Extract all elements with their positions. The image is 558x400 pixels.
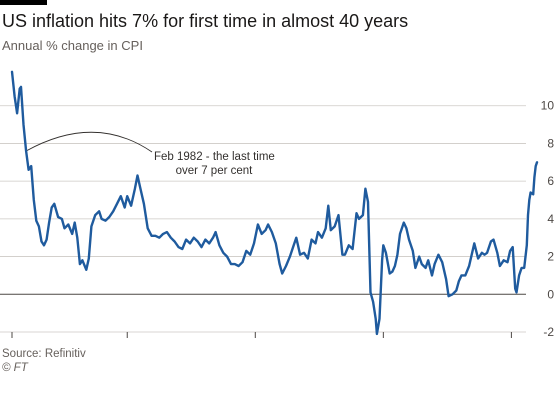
x-tick-label: 2020 xyxy=(498,342,525,344)
x-tick-label: 2010 xyxy=(370,342,397,344)
source-note: Source: Refinitiv xyxy=(2,348,86,360)
chart-subtitle: Annual % change in CPI xyxy=(2,38,143,53)
x-tick-label: 1990 xyxy=(114,342,141,344)
y-tick-label: 10 xyxy=(541,99,555,113)
x-tick-label: 2000 xyxy=(242,342,269,344)
y-tick-label: 8 xyxy=(547,136,554,150)
copyright-note: © FT xyxy=(2,362,28,374)
chart-area: -2 0 2 4 6 8 10 1981 1990 2000 2010 2020 Feb 1982 … xyxy=(0,70,555,344)
y-tick-label: 6 xyxy=(547,174,554,188)
x-axis: 1981 1990 2000 2010 2020 xyxy=(11,332,525,344)
annotation-arc xyxy=(25,131,153,153)
y-tick-label: 4 xyxy=(547,212,554,226)
y-tick-label: 0 xyxy=(547,287,554,301)
annotation-line-1: Feb 1982 - the last time xyxy=(154,151,275,163)
cpi-series-line xyxy=(10,70,539,336)
x-tick-label: 1981 xyxy=(12,342,39,344)
gridlines xyxy=(0,105,526,333)
y-axis: -2 0 2 4 6 8 10 xyxy=(541,99,555,339)
chart-title: US inflation hits 7% for first time in a… xyxy=(2,11,409,31)
y-tick-label: 2 xyxy=(547,250,554,264)
annotation-line-2: over 7 per cent xyxy=(176,165,254,177)
annotation: Feb 1982 - the last time over 7 per cent xyxy=(25,131,275,177)
y-tick-label: -2 xyxy=(543,325,554,339)
brand-bar xyxy=(0,0,47,5)
